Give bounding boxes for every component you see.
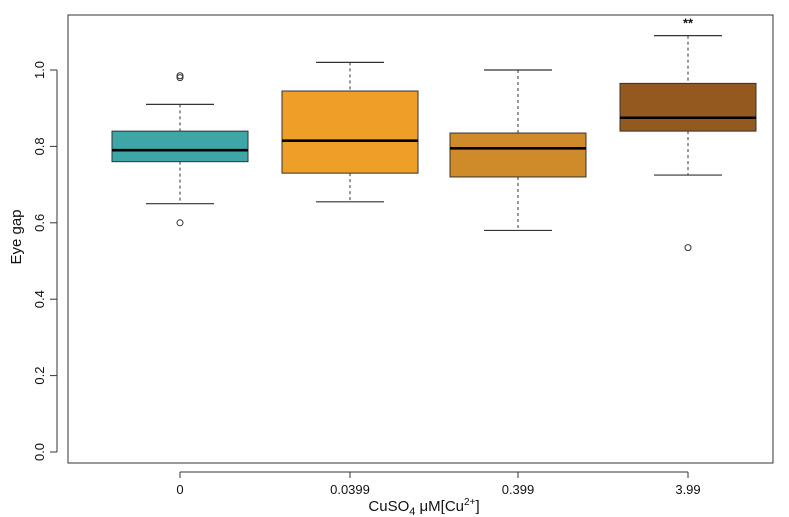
x-axis-label-superscript: 2+: [464, 497, 476, 508]
x-tick-label: 0.0399: [330, 482, 370, 497]
box-iqr: [449, 132, 587, 178]
y-tick-label: 0.0: [32, 443, 47, 461]
x-axis-label-close: ]: [475, 498, 479, 515]
x-tick-label: 3.99: [675, 482, 700, 497]
plot-frame: [67, 14, 774, 464]
box-3: **: [619, 16, 757, 252]
x-axis: 0 0.0399 0.399 3.99: [176, 471, 701, 497]
y-tick-label: 0.6: [32, 214, 47, 232]
x-axis-label-unit: μM[Cu: [415, 498, 464, 515]
outlier-point: [176, 74, 184, 82]
y-tick-label: 1.0: [32, 61, 47, 79]
box-1: [281, 61, 419, 203]
x-tick-label: 0.399: [502, 482, 535, 497]
y-axis: 0.0 0.2 0.4 0.6 0.8 1.0: [32, 61, 58, 461]
box-2: [449, 69, 587, 232]
box-iqr: [281, 90, 419, 174]
outlier-point: [176, 72, 184, 80]
box-iqr: [111, 130, 249, 163]
box-0: [111, 72, 249, 227]
y-tick-label: 0.8: [32, 137, 47, 155]
x-axis-label-prefix: CuSO: [368, 498, 409, 515]
y-tick-label: 0.2: [32, 367, 47, 385]
x-axis-label: CuSO4 μM[Cu2+]: [368, 497, 479, 517]
y-axis-label: Eye gap: [8, 209, 25, 264]
box-iqr: [619, 82, 757, 132]
x-axis-label-subscript: 4: [409, 506, 415, 517]
significance-annotation: **: [683, 16, 694, 31]
y-tick-label: 0.4: [32, 290, 47, 308]
boxes-layer: **: [111, 16, 757, 252]
outlier-point: [684, 244, 692, 252]
x-tick-label: 0: [176, 482, 183, 497]
outlier-point: [176, 219, 184, 227]
